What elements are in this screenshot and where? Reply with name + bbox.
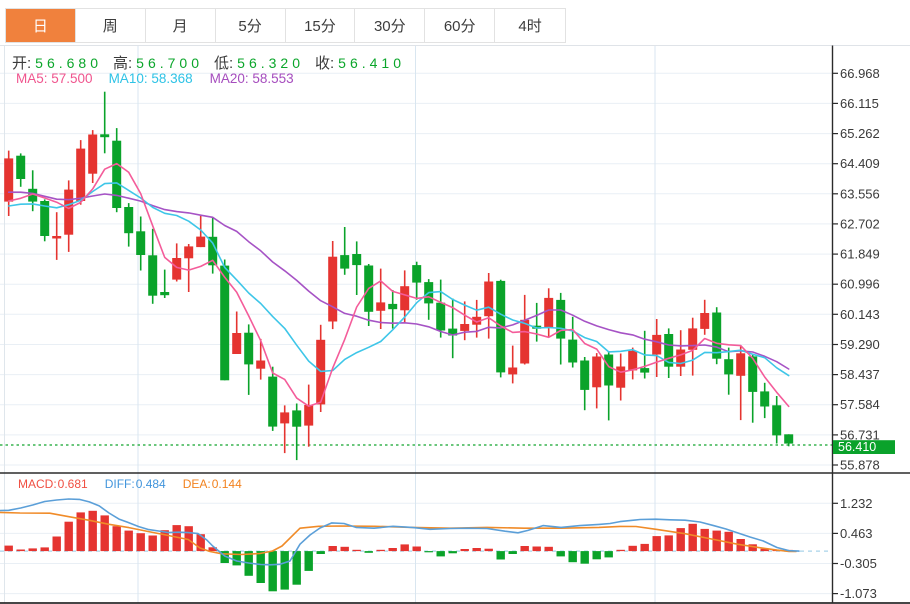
svg-text:55.878: 55.878 bbox=[840, 458, 880, 473]
svg-text:-1.073: -1.073 bbox=[840, 586, 877, 601]
svg-text:0.463: 0.463 bbox=[840, 526, 873, 541]
svg-text:-0.305: -0.305 bbox=[840, 556, 877, 571]
svg-text:60.143: 60.143 bbox=[840, 307, 880, 322]
svg-text:63.556: 63.556 bbox=[840, 186, 880, 201]
svg-text:64.409: 64.409 bbox=[840, 156, 880, 171]
svg-text:65.262: 65.262 bbox=[840, 126, 880, 141]
svg-text:60.996: 60.996 bbox=[840, 277, 880, 292]
svg-text:57.584: 57.584 bbox=[840, 397, 880, 412]
svg-text:59.290: 59.290 bbox=[840, 337, 880, 352]
svg-text:66.968: 66.968 bbox=[840, 66, 880, 81]
svg-text:62.702: 62.702 bbox=[840, 216, 880, 231]
svg-text:56.731: 56.731 bbox=[840, 427, 880, 442]
svg-text:66.115: 66.115 bbox=[840, 96, 879, 111]
svg-text:58.437: 58.437 bbox=[840, 367, 880, 382]
svg-text:56.410: 56.410 bbox=[838, 440, 876, 454]
svg-text:1.232: 1.232 bbox=[840, 496, 873, 511]
svg-text:61.849: 61.849 bbox=[840, 247, 880, 262]
